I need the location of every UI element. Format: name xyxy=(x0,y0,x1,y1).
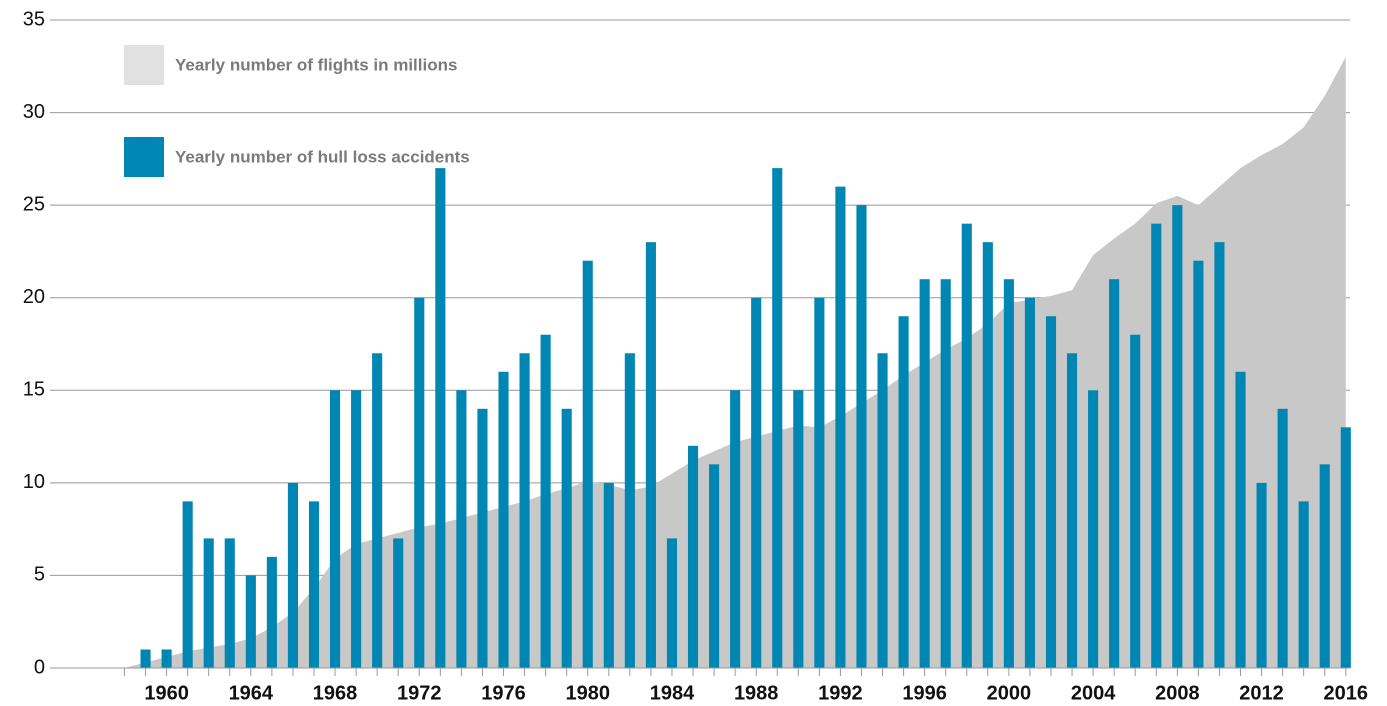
y-tick-label: 20 xyxy=(23,286,45,308)
bar xyxy=(1298,501,1309,668)
x-tick-label: 1996 xyxy=(902,682,947,704)
bar xyxy=(1214,242,1225,668)
bar xyxy=(751,297,762,668)
legend-swatch xyxy=(124,45,164,85)
bar xyxy=(1277,408,1288,668)
bar xyxy=(1024,297,1035,668)
y-tick-label: 10 xyxy=(23,471,45,493)
y-tick-label: 25 xyxy=(23,193,45,215)
bar xyxy=(772,168,783,668)
bar xyxy=(477,408,488,668)
x-tick-label: 1976 xyxy=(481,682,526,704)
bar xyxy=(1172,205,1183,668)
x-tick-label: 1960 xyxy=(144,682,189,704)
x-tick-label: 1964 xyxy=(229,682,274,704)
bar xyxy=(519,353,530,668)
x-tick-label: 1984 xyxy=(650,682,695,704)
bar xyxy=(456,390,467,668)
bar xyxy=(308,501,320,668)
bar xyxy=(1088,390,1099,668)
bar xyxy=(1066,353,1078,668)
bar xyxy=(666,538,678,668)
bar xyxy=(687,445,699,668)
legend-label: Yearly number of hull loss accidents xyxy=(175,147,470,166)
bar xyxy=(814,297,825,668)
bar xyxy=(1193,260,1204,668)
bar xyxy=(1130,334,1141,668)
bar xyxy=(582,260,593,668)
bar xyxy=(329,390,341,668)
bar xyxy=(393,538,404,668)
y-tick-label: 35 xyxy=(23,8,45,30)
bar xyxy=(1256,482,1267,668)
y-tick-label: 0 xyxy=(34,656,45,678)
y-tick-label: 5 xyxy=(34,564,45,586)
bar xyxy=(730,390,741,668)
bar xyxy=(603,482,614,668)
bar xyxy=(245,575,256,668)
bar xyxy=(224,538,235,668)
bar xyxy=(1003,279,1014,668)
x-tick-label: 1988 xyxy=(734,682,779,704)
x-tick-label: 1968 xyxy=(313,682,358,704)
bar xyxy=(835,186,846,668)
bar xyxy=(540,334,551,668)
bar xyxy=(498,371,509,668)
bar xyxy=(898,316,909,668)
bar xyxy=(624,353,635,668)
y-tick-label: 30 xyxy=(23,101,45,123)
bar xyxy=(1045,316,1057,668)
bar xyxy=(877,353,888,668)
bar xyxy=(919,279,930,668)
x-tick-label: 1992 xyxy=(818,682,863,704)
x-tick-label: 2012 xyxy=(1239,682,1284,704)
bar xyxy=(561,408,572,668)
bar xyxy=(372,353,383,668)
area xyxy=(124,57,1346,669)
bar xyxy=(1340,427,1351,668)
bar xyxy=(414,297,425,668)
bar xyxy=(856,205,867,668)
bar xyxy=(161,649,172,668)
bar xyxy=(435,168,446,668)
x-tick-label: 2000 xyxy=(987,682,1032,704)
x-tick-label: 2008 xyxy=(1155,682,1200,704)
legend-label: Yearly number of flights in millions xyxy=(175,55,457,74)
bar xyxy=(1319,464,1330,668)
bar xyxy=(645,242,656,668)
bar xyxy=(982,242,993,668)
bar xyxy=(287,482,298,668)
bar xyxy=(203,538,214,668)
y-tick-label: 15 xyxy=(23,379,45,401)
bar xyxy=(961,223,972,668)
bar xyxy=(351,390,362,668)
bar xyxy=(1109,279,1120,668)
bar xyxy=(140,649,151,668)
bar xyxy=(182,501,193,668)
x-tick-label: 1972 xyxy=(397,682,442,704)
bar xyxy=(266,556,277,668)
bar xyxy=(1151,223,1162,668)
legend-swatch xyxy=(124,137,164,177)
x-tick-label: 2004 xyxy=(1071,682,1116,704)
bar xyxy=(793,390,804,668)
x-tick-label: 1980 xyxy=(565,682,610,704)
bar xyxy=(940,279,951,668)
bar xyxy=(709,464,720,668)
x-tick-label: 2016 xyxy=(1324,682,1369,704)
bar xyxy=(1235,371,1246,668)
